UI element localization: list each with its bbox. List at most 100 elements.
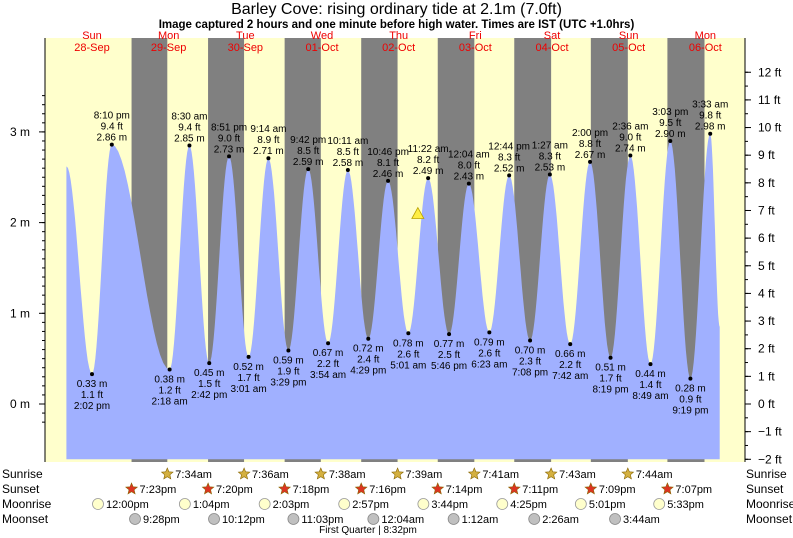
sunrise-icon xyxy=(237,467,251,480)
sunrise-time: 7:34am xyxy=(175,469,212,481)
low-tide-metres: 0.51 m xyxy=(595,363,626,374)
moonrise-time: 1:04pm xyxy=(193,499,230,511)
low-tide-feet: 1.9 ft xyxy=(277,366,299,377)
right-tick-label: 3 ft xyxy=(758,314,775,328)
day-label: Sun 28-Sep xyxy=(57,30,127,54)
sunrise-icon xyxy=(467,467,481,480)
sunrise-icon xyxy=(314,467,328,480)
low-tide-time: 8:49 am xyxy=(632,391,668,402)
high-tide-feet: 8.3 ft xyxy=(498,152,520,163)
low-tide-dot xyxy=(406,331,411,336)
sunrise-time: 7:38am xyxy=(329,469,366,481)
day-label: Sat 04-Oct xyxy=(517,30,587,54)
high-tide-feet: 9.4 ft xyxy=(178,123,200,134)
left-tick-label: 3 m xyxy=(10,125,30,139)
right-tick-label: 7 ft xyxy=(758,203,775,217)
low-tide-feet: 1.7 ft xyxy=(599,374,621,385)
high-tide-time: 10:11 am xyxy=(327,136,368,147)
high-tide-metres: 2.58 m xyxy=(333,158,364,169)
sunset-time: 7:14pm xyxy=(446,484,483,496)
day-label: Wed 01-Oct xyxy=(287,30,357,54)
high-tide-feet: 8.2 ft xyxy=(417,155,439,166)
day-label: Fri 03-Oct xyxy=(440,30,510,54)
low-tide-time: 6:23 am xyxy=(471,359,507,370)
sunset-icon xyxy=(584,482,598,495)
low-tide-time: 3:29 pm xyxy=(270,377,306,388)
right-tick-label: 12 ft xyxy=(758,65,782,79)
high-tide-dot xyxy=(266,156,271,161)
low-tide-metres: 0.59 m xyxy=(273,355,304,366)
right-tick-label: −2 ft xyxy=(758,452,782,466)
day-date: 03-Oct xyxy=(458,42,492,54)
low-tide-feet: 0.9 ft xyxy=(679,395,701,406)
moon-phase-label: First Quarter | 8:32pm xyxy=(319,525,417,536)
low-tide-time: 8:19 pm xyxy=(592,385,628,396)
high-tide-feet: 9.8 ft xyxy=(699,111,721,122)
tide-labels-layer: 8:10 pm9.4 ft2.86 m8:30 am9.4 ft2.85 m8:… xyxy=(74,100,728,417)
low-tide-metres: 0.66 m xyxy=(555,349,586,360)
day-date: 28-Sep xyxy=(74,42,110,54)
high-tide-dot xyxy=(306,167,311,172)
sunset-time: 7:23pm xyxy=(140,484,177,496)
sunrise-time: 7:36am xyxy=(252,469,289,481)
low-tide-dot xyxy=(366,336,371,341)
low-tide-metres: 0.67 m xyxy=(313,348,344,359)
low-tide-metres: 0.52 m xyxy=(233,362,264,373)
high-tide-time: 8:30 am xyxy=(171,112,207,123)
low-tide-feet: 2.3 ft xyxy=(519,357,541,368)
sunset-icon xyxy=(201,482,215,495)
high-tide-dot xyxy=(507,173,512,178)
day-date: 05-Oct xyxy=(612,42,646,54)
low-tide-time: 7:08 pm xyxy=(512,368,548,379)
high-tide-metres: 2.67 m xyxy=(575,150,606,161)
high-tide-dot xyxy=(628,153,633,158)
moonset-icon xyxy=(287,513,300,525)
low-tide-dot xyxy=(648,362,653,367)
high-tide-time: 10:46 pm xyxy=(367,147,409,158)
low-tide-dot xyxy=(246,354,251,359)
moonrise-time: 4:25pm xyxy=(510,499,547,511)
day-date: 29-Sep xyxy=(150,42,187,54)
high-tide-feet: 8.5 ft xyxy=(337,147,359,158)
high-tide-time: 11:22 am xyxy=(408,144,449,155)
low-tide-feet: 1.1 ft xyxy=(81,390,103,401)
low-tide-dot xyxy=(90,372,94,377)
low-tide-feet: 2.6 ft xyxy=(478,348,500,359)
high-tide-feet: 9.4 ft xyxy=(101,122,123,133)
high-tide-dot xyxy=(109,142,114,147)
high-tide-time: 9:42 pm xyxy=(290,135,326,146)
right-tick-label: 11 ft xyxy=(758,93,781,107)
low-tide-metres: 0.70 m xyxy=(515,346,546,357)
sunset-icon xyxy=(431,482,445,495)
chart-title: Barley Cove: rising ordinary tide at 2.1… xyxy=(231,1,562,18)
low-tide-metres: 0.77 m xyxy=(434,339,465,350)
high-tide-dot xyxy=(466,181,471,186)
day-date: 04-Oct xyxy=(535,42,569,54)
day-name: Mon xyxy=(694,30,717,42)
low-tide-time: 2:02 pm xyxy=(74,401,110,412)
high-tide-feet: 9.0 ft xyxy=(218,133,240,144)
day-name: Fri xyxy=(468,30,482,42)
moonset-icon xyxy=(447,513,460,525)
high-tide-dot xyxy=(668,138,673,143)
low-tide-time: 5:46 pm xyxy=(431,361,467,372)
day-date: 01-Oct xyxy=(305,42,339,54)
moonrise-icon xyxy=(574,498,587,510)
sunrise-time: 7:44am xyxy=(636,469,673,481)
moonrise-icon xyxy=(178,498,191,510)
high-tide-metres: 2.71 m xyxy=(253,146,284,157)
moonset-row-label-right: Moonset xyxy=(746,512,793,526)
moonrise-time: 5:33pm xyxy=(667,499,704,511)
sunset-time: 7:20pm xyxy=(216,484,253,496)
low-tide-time: 2:18 am xyxy=(152,397,188,408)
low-tide-dot xyxy=(207,361,212,366)
high-tide-time: 1:27 am xyxy=(532,141,568,152)
high-tide-feet: 8.5 ft xyxy=(297,146,319,157)
moonset-icon xyxy=(208,513,220,525)
high-tide-metres: 2.73 m xyxy=(214,144,245,155)
axes-layer: 0 m 1 m 2 m 3 m −2 ft −1 ft 0 ft 1 ft 2 ft 3 ft 4 … xyxy=(10,38,782,466)
tide-area xyxy=(66,133,720,460)
